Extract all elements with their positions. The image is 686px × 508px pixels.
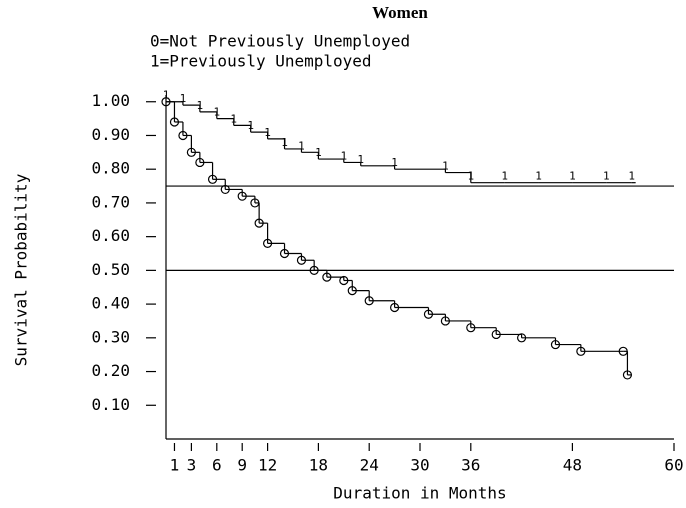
marker [186,147,196,157]
legend-entry: 0=Not Previously Unemployed [150,32,410,51]
marker [491,329,501,340]
x-tick-label: 9 [237,456,247,475]
marker [390,302,400,313]
marker [220,184,230,195]
y-tick-label: 0.80 [91,159,130,178]
marker: 1 [197,99,204,112]
x-tick-label: 36 [461,456,480,475]
marker [622,370,633,380]
marker [279,248,290,259]
marker [178,130,188,141]
marker: 1 [180,92,187,105]
marker [466,323,476,333]
marker: 1 [315,146,322,159]
x-tick-label: 1 [170,456,180,475]
y-tick-label: 0.60 [91,226,130,245]
x-tick-label: 30 [410,456,429,475]
y-axis-label: Survival Probability [12,173,31,366]
x-tick-label: 12 [258,456,277,475]
marker [169,117,180,127]
marker: 1 [603,170,610,183]
marker: 1 [247,119,254,132]
marker: 1 [230,112,237,125]
x-tick-label: 24 [360,456,379,475]
marker [550,339,561,350]
marker: 1 [442,160,449,173]
marker [440,316,450,326]
marker: 1 [628,170,635,183]
marker: 1 [340,149,347,162]
legend-entry: 1=Previously Unemployed [150,52,372,71]
marker [423,309,434,319]
marker [254,218,264,228]
y-tick-label: 0.20 [91,361,130,380]
marker [237,191,247,201]
x-axis-label: Duration in Months [333,484,506,503]
x-tick-label: 3 [187,456,197,475]
x-tick-label: 6 [212,456,222,475]
y-tick-label: 0.50 [91,260,130,279]
y-tick-label: 0.90 [91,125,130,144]
marker [618,346,628,356]
marker [576,346,586,356]
marker [339,275,349,286]
marker: 1 [391,156,398,169]
marker: 1 [501,170,508,183]
marker: 1 [569,170,576,183]
marker: 1 [213,106,220,119]
marker: 1 [163,89,170,102]
y-tick-label: 0.30 [91,327,130,346]
marker: 1 [298,139,305,152]
marker [296,255,307,265]
y-tick-label: 0.10 [91,395,130,414]
x-tick-label: 60 [664,456,683,475]
y-tick-label: 0.70 [91,192,130,211]
x-tick-label: 48 [563,456,582,475]
marker [250,198,260,208]
marker: 1 [535,170,542,183]
marker: 1 [467,170,474,183]
x-tick-label: 18 [309,456,328,475]
chart-title: Women [372,3,428,22]
marker: 1 [281,136,288,149]
marker [347,286,357,296]
y-tick-label: 0.40 [91,294,130,313]
marker: 1 [264,126,271,139]
marker [364,296,374,306]
marker [309,265,319,275]
marker [322,272,332,282]
marker [516,333,527,343]
marker [195,157,205,168]
marker [263,238,273,248]
y-tick-label: 1.00 [91,91,130,110]
marker [207,174,218,184]
marker: 1 [357,153,364,166]
